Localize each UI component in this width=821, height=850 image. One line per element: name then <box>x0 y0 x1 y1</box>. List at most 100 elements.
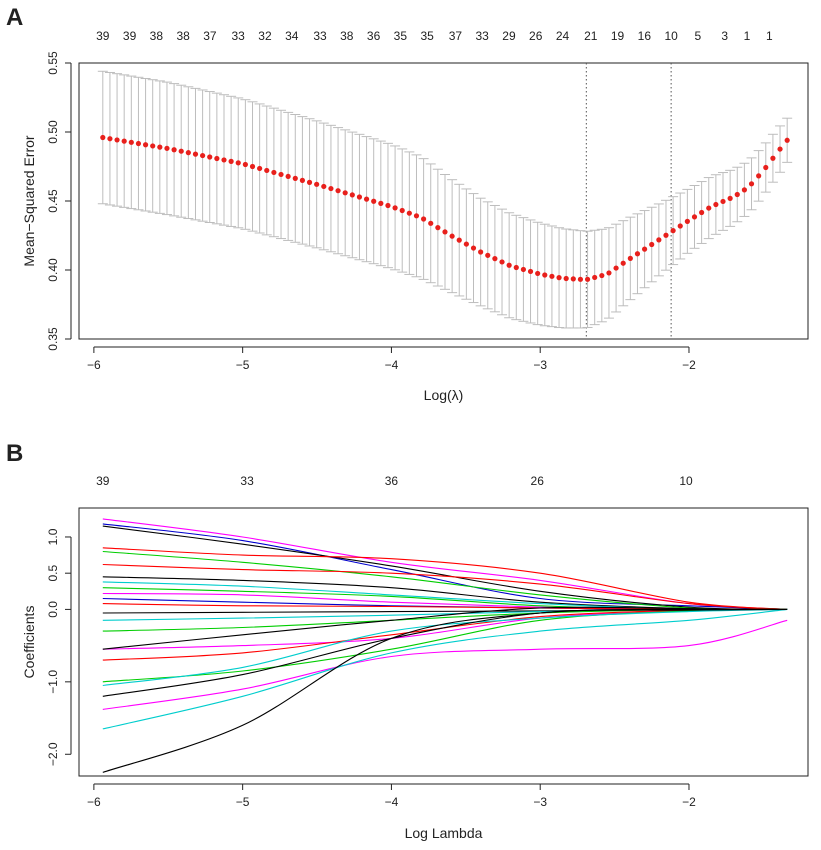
mse-point <box>734 191 740 198</box>
mse-point <box>178 148 184 154</box>
mse-point <box>299 177 306 183</box>
top-axis-label: 10 <box>664 29 678 43</box>
mse-point <box>777 146 783 152</box>
mse-point <box>470 245 477 251</box>
y-tick-label: 0.45 <box>46 189 60 213</box>
mse-point <box>520 266 527 273</box>
y-tick-label: 0.55 <box>46 51 60 75</box>
mse-point <box>535 270 541 277</box>
mse-point <box>135 140 142 147</box>
y-tick-label: 0.0 <box>46 601 60 618</box>
mse-point <box>656 237 662 243</box>
top-axis-label: 16 <box>638 29 652 43</box>
mse-point <box>314 181 320 187</box>
x-tick-label: −3 <box>533 358 547 372</box>
top-axis-label: 35 <box>394 29 408 43</box>
top-axis-label: 33 <box>232 29 246 43</box>
x-tick-label: −6 <box>87 795 101 809</box>
mse-point <box>456 237 462 243</box>
mse-point <box>100 134 106 141</box>
mse-point <box>449 233 455 239</box>
mse-point <box>185 150 191 156</box>
mse-point <box>228 158 234 164</box>
y-axis-title: Coefficients <box>21 606 37 679</box>
y-axis-title: Mean−Squared Error <box>21 135 37 266</box>
mse-point <box>563 275 569 282</box>
mse-point <box>584 276 591 282</box>
top-axis-label: 39 <box>96 474 110 488</box>
x-axis-title: Log(λ) <box>424 387 464 403</box>
mse-point <box>335 188 341 194</box>
mse-point <box>720 198 726 205</box>
top-axis-label: 29 <box>502 29 516 43</box>
mse-point <box>413 213 420 219</box>
mse-point <box>257 165 263 172</box>
top-axis-label: 26 <box>529 29 543 43</box>
mse-point <box>221 157 227 163</box>
mse-point <box>278 171 284 178</box>
mse-point <box>142 142 149 148</box>
top-axis-label: 38 <box>176 29 190 43</box>
mse-point <box>756 173 762 179</box>
top-axis-label: 36 <box>385 474 399 488</box>
coefficient-path-s17 <box>102 606 788 650</box>
mse-point <box>428 220 434 226</box>
mse-point <box>200 152 206 159</box>
mse-point <box>328 185 334 192</box>
mse-point <box>677 223 683 229</box>
x-axis: −6 −5 −4 −3 −2 <box>87 783 696 809</box>
top-axis-label: 1 <box>766 29 773 43</box>
coefficient-path-s2 <box>102 523 788 610</box>
mse-point <box>442 229 448 235</box>
coefficient-path-s3 <box>102 525 788 610</box>
mse-point <box>713 201 719 208</box>
y-axis: 0.35 0.40 0.45 0.50 0.55 <box>46 51 72 351</box>
top-axis-label: 19 <box>611 29 625 43</box>
mse-point <box>164 145 170 151</box>
mse-point <box>706 205 712 211</box>
mse-point <box>770 155 776 161</box>
mse-point <box>356 194 363 200</box>
mse-point <box>214 155 220 162</box>
top-axis-label: 33 <box>476 29 490 43</box>
mse-point <box>649 241 655 248</box>
top-axis: 39 39 38 38 37 33 32 34 33 38 36 35 35 37 33 29 26 24 21 19… <box>96 29 773 43</box>
top-axis-label: 32 <box>258 29 272 43</box>
mse-point <box>171 147 177 153</box>
coefficient-path-s24 <box>102 608 788 773</box>
top-axis-label: 10 <box>679 474 693 488</box>
x-tick-label: −2 <box>682 358 696 372</box>
panel-label-b: B <box>6 440 24 467</box>
top-axis-label: 3 <box>721 29 728 43</box>
mse-point <box>641 246 648 252</box>
mse-point <box>435 225 441 231</box>
x-tick-label: −5 <box>236 795 250 809</box>
y-tick-label: 0.40 <box>46 258 60 282</box>
top-axis-label: 33 <box>240 474 254 488</box>
mse-point <box>499 259 505 265</box>
coefficient-path-panel: −6 −5 −4 −3 −2 −2.0 −1.0 0.0 0.5 1.0 39 33 36 26 10 Log… <box>21 474 809 841</box>
mse-point <box>157 144 163 150</box>
x-tick-label: −4 <box>385 358 399 372</box>
x-tick-label: −2 <box>682 795 696 809</box>
mse-point <box>784 137 790 143</box>
mse-point <box>363 196 370 202</box>
top-axis-label: 34 <box>285 29 299 43</box>
mse-point <box>271 169 277 176</box>
mse-point <box>570 276 576 282</box>
top-axis-label: 39 <box>96 29 110 43</box>
coefficient-path-s21 <box>102 608 788 697</box>
mse-point <box>577 276 584 282</box>
y-tick-label: 0.50 <box>46 120 60 144</box>
y-tick-label: 1.0 <box>46 528 60 545</box>
mse-point <box>349 192 355 198</box>
mse-point <box>620 260 626 266</box>
coefficient-path-s23 <box>102 608 788 730</box>
x-tick-label: −4 <box>385 795 399 809</box>
mse-point <box>392 205 398 211</box>
mse-point <box>485 252 491 258</box>
top-axis-label: 38 <box>150 29 164 43</box>
mse-point <box>321 183 327 190</box>
mse-point <box>242 161 248 168</box>
top-axis-label: 38 <box>340 29 354 43</box>
